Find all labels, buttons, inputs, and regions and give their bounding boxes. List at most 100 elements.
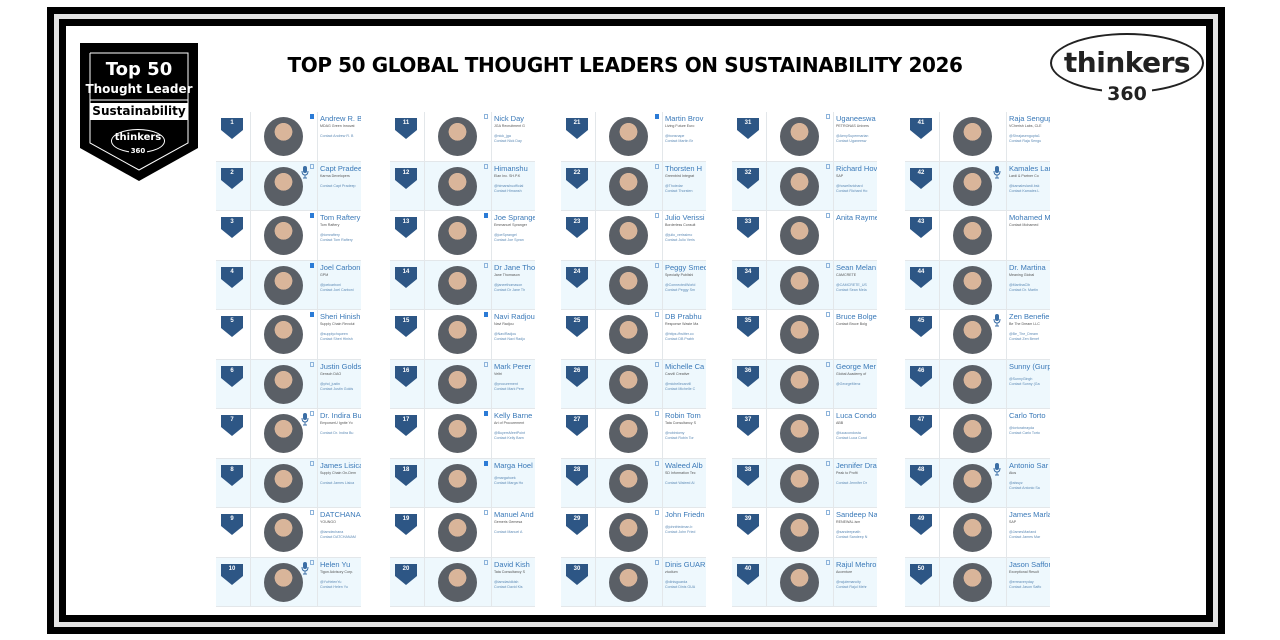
leader-twitter-handle[interactable]: @sandeepnath bbox=[836, 530, 861, 534]
leader-name-link[interactable]: Navi Radjou bbox=[494, 312, 535, 321]
leader-twitter-handle[interactable]: @joeSprangel bbox=[494, 233, 517, 237]
leader-row[interactable]: 46 Sunny (Gurp @SunnyGingh Contact Sunny (G… bbox=[905, 359, 1050, 409]
avatar[interactable] bbox=[264, 414, 303, 453]
leader-name-link[interactable]: Thorsten H bbox=[665, 163, 703, 173]
bookmark-icon[interactable] bbox=[484, 163, 488, 169]
avatar[interactable] bbox=[609, 166, 648, 206]
leader-contact-link[interactable]: Contact Carlo Torto bbox=[1009, 431, 1040, 435]
leader-row[interactable]: 47 Carlo Torto @tortorabrayda Contact Carlo… bbox=[905, 409, 1050, 459]
leader-row[interactable]: 34 Sean Melan CAMCRETE @CAMCRETE_US Contact … bbox=[732, 260, 877, 310]
leader-name-link[interactable]: Sean Melan bbox=[836, 262, 877, 272]
leader-contact-link[interactable]: Contact Michelle C bbox=[665, 386, 696, 391]
bookmark-icon[interactable] bbox=[310, 460, 314, 466]
bookmark-icon[interactable] bbox=[655, 312, 659, 317]
leader-name-link[interactable]: Bruce Bolge bbox=[836, 312, 877, 321]
leader-name-link[interactable]: Joel Carboni bbox=[320, 262, 361, 272]
leader-twitter-handle[interactable]: @erreaveryday bbox=[1009, 579, 1034, 584]
leader-contact-link[interactable]: Contact Jason Saffo bbox=[1009, 584, 1042, 589]
bookmark-icon[interactable] bbox=[655, 510, 659, 515]
leader-name-link[interactable]: John Friedn bbox=[665, 510, 705, 519]
leader-name-link[interactable]: Jennifer Dra bbox=[836, 460, 877, 470]
leader-row[interactable]: 26 Michelle Ca Carvill Creative @michelleca… bbox=[561, 359, 706, 409]
bookmark-icon[interactable] bbox=[826, 460, 830, 466]
leader-row[interactable]: 44 Dr. Martina Meaning Global @MartinaClb Co… bbox=[905, 260, 1050, 310]
leader-row[interactable]: 43 Mohamed M Contact Mohamed bbox=[905, 211, 1050, 261]
leader-name-link[interactable]: James Lisica bbox=[320, 460, 361, 470]
bookmark-icon[interactable] bbox=[655, 559, 659, 565]
leader-row[interactable]: 48 Antonio Sar Atos @alssyz Contact Antonio … bbox=[905, 458, 1050, 508]
leader-row[interactable]: 11 Nick Day JGA Recruitment G @nick_jga Cont… bbox=[390, 112, 535, 162]
bookmark-icon[interactable] bbox=[484, 460, 488, 466]
leader-contact-link[interactable]: Contact Peggy Sm bbox=[665, 287, 695, 292]
leader-name-link[interactable]: Peggy Smed bbox=[665, 262, 706, 272]
avatar[interactable] bbox=[264, 216, 303, 255]
avatar[interactable] bbox=[264, 562, 303, 602]
leader-name-link[interactable]: Dr Jane Tho bbox=[494, 262, 535, 272]
avatar[interactable] bbox=[264, 117, 303, 156]
leader-row[interactable]: 3 Tom Raftery Tom Raftery @tomraftery Contac… bbox=[216, 211, 361, 261]
leader-contact-link[interactable]: Contact John Fried bbox=[665, 530, 696, 534]
leader-name-link[interactable]: Julio Verissi bbox=[665, 213, 705, 222]
avatar[interactable] bbox=[438, 166, 477, 206]
leader-contact-link[interactable]: Contact Kelly Barn bbox=[494, 436, 524, 440]
leader-name-link[interactable]: Sandeep Na bbox=[836, 510, 877, 519]
leader-twitter-handle[interactable]: @Thoiedar bbox=[665, 183, 683, 188]
bookmark-icon[interactable] bbox=[826, 213, 830, 218]
avatar[interactable] bbox=[953, 414, 992, 453]
leader-contact-link[interactable]: Contact David Kis bbox=[494, 584, 523, 589]
leader-contact-link[interactable]: Contact Jennifer Dr bbox=[836, 480, 867, 485]
leader-row[interactable]: 39 Sandeep Na RENEWAL.ism @sandeepnath Conta… bbox=[732, 508, 877, 558]
leader-row[interactable]: 10 Helen Yu Tigon Advisory Corp. @YuHelenYu… bbox=[216, 557, 361, 607]
leader-contact-link[interactable]: Contact Justin Golds bbox=[320, 386, 354, 391]
leader-contact-link[interactable]: Contact Capt Pradeep bbox=[320, 183, 356, 188]
leader-contact-link[interactable]: Contact Joe Spran bbox=[494, 238, 524, 242]
avatar[interactable] bbox=[264, 364, 303, 404]
leader-name-link[interactable]: Mark Perer bbox=[494, 361, 532, 371]
avatar[interactable] bbox=[264, 513, 303, 552]
leader-row[interactable]: 50 Jason Saffor Exceptional Result @erreave… bbox=[905, 557, 1050, 607]
leader-name-link[interactable]: Rajul Mehro bbox=[836, 559, 877, 569]
leader-name-link[interactable]: James Marla bbox=[1009, 510, 1050, 519]
leader-row[interactable]: 27 Robin Tom Tata Consultancy S @robintomy C… bbox=[561, 409, 706, 459]
avatar[interactable] bbox=[438, 513, 477, 552]
bookmark-icon[interactable] bbox=[655, 411, 659, 416]
leader-row[interactable]: 45 Zen Benefie Be The Dream LLC @Be_The_Dre… bbox=[905, 310, 1050, 360]
leader-row[interactable]: 24 Peggy Smed Specialty Publishi @Connected… bbox=[561, 260, 706, 310]
bookmark-icon[interactable] bbox=[826, 559, 830, 565]
leader-row[interactable]: 31 Uganeeswa PETRONAS Univers @AenySupermar… bbox=[732, 112, 877, 162]
leader-contact-link[interactable]: Contact Mark Pere bbox=[494, 386, 524, 391]
leader-twitter-handle[interactable]: @https://twitter.co bbox=[665, 332, 694, 336]
bookmark-icon[interactable] bbox=[310, 361, 314, 367]
avatar[interactable] bbox=[609, 315, 648, 354]
leader-name-link[interactable]: Robin Tom bbox=[665, 411, 701, 420]
leader-name-link[interactable]: Nick Day bbox=[494, 114, 525, 123]
leader-row[interactable]: 36 George Mer Global Academy of @GeorgeMenz bbox=[732, 359, 877, 409]
avatar[interactable] bbox=[609, 463, 648, 503]
leader-contact-link[interactable]: Contact Antonio Sa bbox=[1009, 485, 1040, 490]
bookmark-icon[interactable] bbox=[655, 460, 659, 466]
bookmark-icon[interactable] bbox=[655, 262, 659, 268]
bookmark-icon[interactable] bbox=[826, 361, 830, 367]
avatar[interactable] bbox=[609, 414, 648, 453]
leader-row[interactable]: 25 DB Prabhu Response Waste Ma @https://twi… bbox=[561, 310, 706, 360]
bookmark-icon[interactable] bbox=[484, 213, 488, 218]
leader-contact-link[interactable]: Contact Manuel A bbox=[494, 530, 523, 534]
leader-contact-link[interactable]: Contact Sean Mela bbox=[836, 287, 867, 292]
avatar[interactable] bbox=[953, 216, 992, 255]
leader-row[interactable]: 30 Dinis GUAR ztudium @dinisguarda Contact D… bbox=[561, 557, 706, 607]
leader-name-link[interactable]: Andrew R. Ba bbox=[320, 114, 361, 123]
avatar[interactable] bbox=[438, 315, 477, 354]
leader-twitter-handle[interactable]: @MartinaClb bbox=[1009, 282, 1031, 287]
leader-name-link[interactable]: Capt Pradeep bbox=[320, 163, 361, 173]
leader-row[interactable]: 21 Martin Brov Living Future Euro @bonsnape… bbox=[561, 112, 706, 162]
leader-contact-link[interactable]: Contact Uganeesw bbox=[836, 139, 867, 143]
avatar[interactable] bbox=[609, 562, 648, 602]
leader-twitter-handle[interactable]: @howellsrichard bbox=[836, 183, 863, 188]
bookmark-icon[interactable] bbox=[484, 411, 488, 416]
leader-contact-link[interactable]: Contact Richard Ho bbox=[836, 188, 868, 193]
leader-contact-link[interactable]: Contact Zen Benef bbox=[1009, 337, 1039, 341]
leader-name-link[interactable]: Richard Hov bbox=[836, 163, 877, 173]
leader-contact-link[interactable]: Contact Marga Ho bbox=[494, 480, 524, 485]
leader-name-link[interactable]: George Mer bbox=[836, 361, 877, 371]
